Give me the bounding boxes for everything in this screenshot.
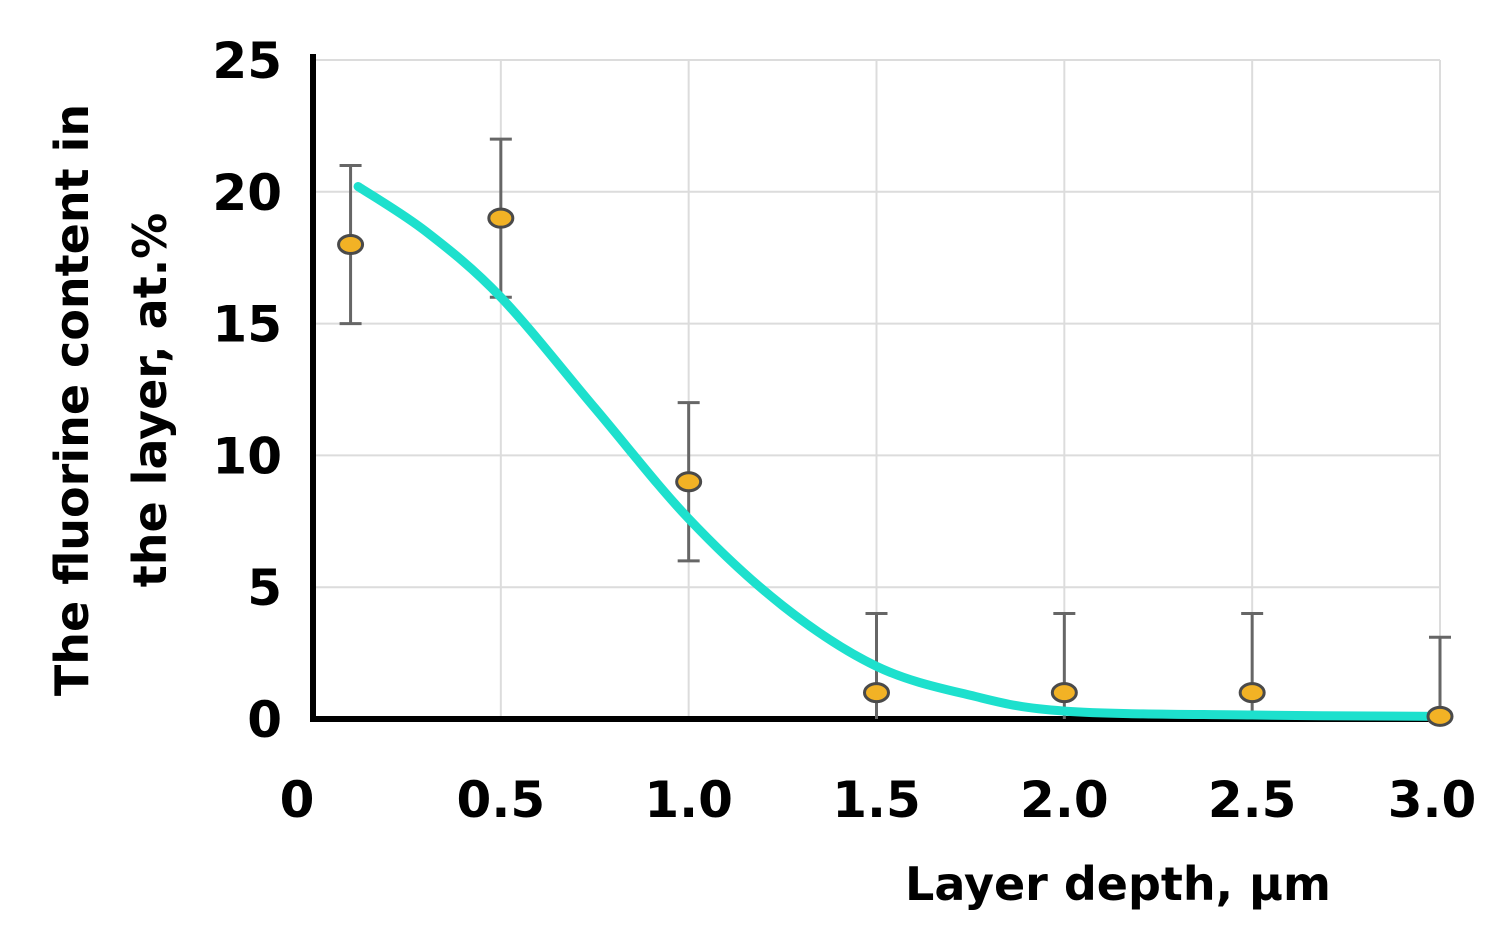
- data-point: [863, 682, 890, 704]
- x-tick-label: 2.5: [1208, 771, 1297, 829]
- x-tick-label: 2.0: [1020, 771, 1109, 829]
- data-point: [1050, 682, 1078, 704]
- y-tick-label: 25: [212, 32, 282, 90]
- data-point: [675, 471, 703, 493]
- x-tick-labels: 0 0.5 1.0 1.5 2.0 2.5 3.0: [280, 771, 1477, 829]
- x-tick-label: 3.0: [1388, 771, 1477, 829]
- fit-curve: [353, 182, 1445, 721]
- y-tick-labels: 0 5 10 15 20 25: [212, 32, 282, 749]
- x-axis-title: Layer depth, μm: [905, 857, 1331, 911]
- data-points: [337, 207, 1454, 727]
- x-tick-label: 0.5: [457, 771, 546, 829]
- x-tick-label: 0: [280, 771, 315, 829]
- y-tick-label: 0: [247, 691, 282, 749]
- y-axis-title: The fluorine content in the layer, at.%: [45, 104, 177, 696]
- x-tick-label: 1.5: [832, 771, 921, 829]
- grid-lines: [313, 59, 1441, 719]
- y-tick-label: 5: [247, 559, 282, 617]
- data-point: [487, 207, 515, 229]
- y-tick-label: 20: [212, 164, 282, 222]
- data-point: [1238, 682, 1266, 704]
- fit-curve-layer: [353, 182, 1445, 721]
- y-axis-title-line1: The fluorine content in: [45, 104, 99, 696]
- y-tick-label: 15: [212, 296, 282, 354]
- data-point: [337, 234, 365, 256]
- y-tick-label: 10: [212, 427, 282, 485]
- y-axis-title-line2: the layer, at.%: [123, 213, 177, 588]
- data-point: [1426, 705, 1454, 727]
- x-tick-label: 1.0: [644, 771, 733, 829]
